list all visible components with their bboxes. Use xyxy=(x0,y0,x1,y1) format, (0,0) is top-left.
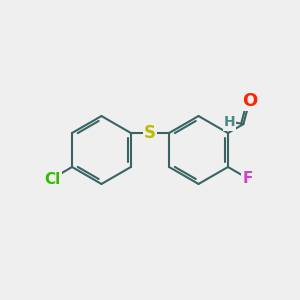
Text: O: O xyxy=(242,92,257,110)
Text: F: F xyxy=(243,171,253,186)
Text: H: H xyxy=(224,116,235,130)
Text: Cl: Cl xyxy=(44,172,61,187)
Text: S: S xyxy=(144,124,156,142)
